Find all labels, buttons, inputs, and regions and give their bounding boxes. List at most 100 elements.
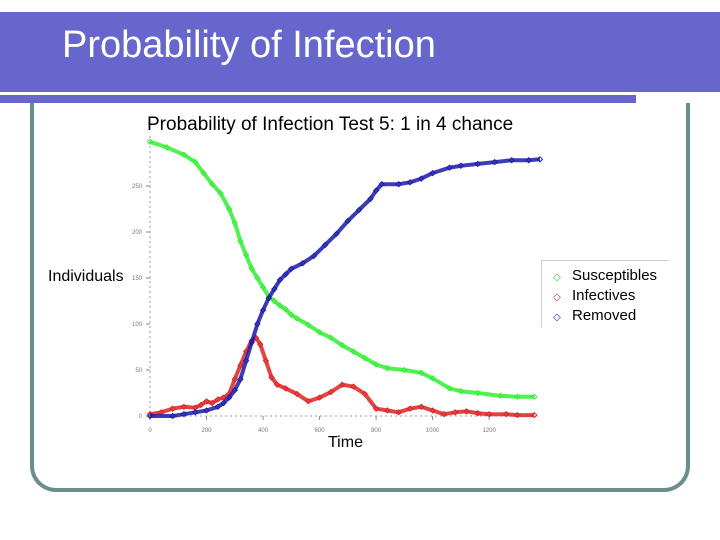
series-point-infectives [440,410,448,418]
series-point-removed [525,157,532,164]
series-point-susceptibles [401,366,408,374]
series-point-removed [192,409,199,416]
series-point-infectives [180,403,188,411]
title-underline-bar [0,95,636,103]
series-point-susceptibles [429,375,436,382]
y-tick-label: 200 [132,230,143,236]
series-point-susceptibles [208,180,216,188]
series-point-removed [536,156,544,163]
series-point-infectives [502,410,510,418]
legend-label-infectives: Infectives [572,287,636,304]
series-line-infectives [149,335,535,418]
series-point-susceptibles [418,369,425,376]
series-point-infectives [282,385,289,392]
series-point-removed [288,265,295,273]
series-point-removed [508,157,515,164]
x-tick-label: 600 [315,428,326,434]
series-point-infectives [474,410,482,417]
series-point-removed [429,169,436,177]
series-point-infectives [203,398,210,405]
series-point-susceptibles [305,321,312,329]
series-point-removed [248,339,255,346]
series-point-susceptibles [200,169,207,177]
series-point-susceptibles [316,329,323,336]
series-point-infectives [452,409,459,416]
series-point-infectives [338,381,346,388]
series-point-susceptibles [288,311,295,319]
series-point-susceptibles [248,265,255,273]
series-point-infectives [327,388,335,396]
series-point-susceptibles [225,205,233,213]
y-axis-label: Individuals [48,268,124,285]
y-tick-label: 250 [132,184,143,190]
series-point-susceptibles [259,283,267,291]
series-point-removed [231,387,238,394]
series-point-susceptibles [271,297,278,305]
series-point-infectives [273,381,281,388]
series-point-removed [214,403,222,411]
series-point-susceptibles [350,348,357,355]
series-point-infectives [406,405,414,412]
series-point-infectives [197,401,205,409]
series-point-infectives [268,374,275,381]
series-point-removed [299,260,306,267]
series-point-removed [169,412,176,420]
series-point-removed [265,295,272,302]
series-point-susceptibles [242,251,250,259]
series-point-infectives [293,390,301,398]
series-point-infectives [237,362,244,369]
y-tick-label: 0 [139,414,143,420]
series-point-removed [418,175,425,182]
series-point-susceptibles [237,237,244,245]
series-point-susceptibles [384,364,391,372]
series-point-infectives [350,383,357,390]
series-point-susceptibles [282,306,289,313]
series-point-removed [367,195,374,203]
series-point-removed [146,412,154,420]
series-point-susceptibles [497,392,504,399]
series-point-susceptibles [146,138,154,146]
series-point-infectives [531,411,538,419]
series-point-infectives [208,399,216,407]
series-point-susceptibles [327,334,335,342]
series-point-susceptibles [192,158,199,166]
series-point-infectives [231,375,238,383]
x-tick-label: 1200 [482,428,496,434]
series-point-susceptibles [254,274,261,282]
series-point-susceptibles [514,393,521,400]
series-point-susceptibles [457,387,465,395]
legend-marker-infectives: ◇ [553,292,561,303]
series-point-removed [310,252,318,260]
legend-item-susceptibles: ◇ Susceptibles [550,267,657,284]
series-point-susceptibles [217,190,224,197]
y-tick-label: 100 [132,322,143,328]
series-point-removed [220,399,227,407]
x-tick-label: 400 [258,428,269,434]
series-point-infectives [257,341,264,348]
series-point-removed [322,241,329,249]
series-point-susceptibles [163,144,171,151]
series-point-infectives [214,396,222,403]
x-tick-label: 200 [202,428,213,434]
series-point-removed [271,285,278,293]
series-point-removed [237,375,244,383]
slide-title-bar [0,12,720,92]
series-point-removed [282,271,289,278]
series-point-removed [344,217,352,225]
y-tick-label: 150 [132,276,143,282]
legend-item-infectives: ◇ Infectives [550,287,635,304]
series-point-removed [242,357,250,365]
series-point-susceptibles [180,151,188,158]
series-point-infectives [262,357,270,365]
x-axis-label: Time [328,434,363,451]
series-point-susceptibles [474,389,482,397]
x-tick-label: 800 [371,428,382,434]
series-point-infectives [514,411,521,419]
series-point-infectives [418,403,425,411]
series-line-susceptibles [149,139,535,399]
series-point-removed [180,410,188,418]
series-point-removed [276,276,284,284]
series-point-infectives [429,407,436,414]
series-point-removed [372,187,380,194]
